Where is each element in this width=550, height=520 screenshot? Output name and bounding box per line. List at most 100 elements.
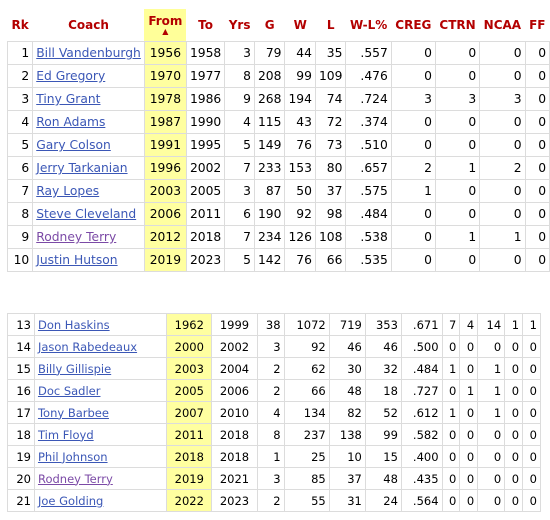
- win-pct-cell: .435: [400, 467, 443, 490]
- coach-cell[interactable]: Jason Rabedeaux: [33, 335, 168, 358]
- column-header-ncaa[interactable]: NCAA: [479, 9, 526, 42]
- wins-cell: 126: [284, 225, 316, 249]
- coach-cell[interactable]: Ray Lopes: [32, 179, 145, 203]
- coach-link[interactable]: Billy Gillispie: [37, 361, 112, 376]
- creg-cell: 0: [390, 248, 436, 272]
- losses-cell: 353: [364, 313, 402, 336]
- ff-cell: 0: [524, 133, 550, 157]
- rank-cell: 6: [6, 156, 34, 180]
- column-header-ff[interactable]: FF: [525, 9, 550, 42]
- coach-cell[interactable]: Joe Golding: [33, 489, 168, 512]
- coach-cell[interactable]: Bill Vandenburgh: [32, 41, 145, 65]
- coach-link[interactable]: Joe Golding: [37, 493, 104, 508]
- coach-cell[interactable]: Billy Gillispie: [33, 357, 168, 380]
- coach-cell[interactable]: Tiny Grant: [32, 87, 145, 111]
- coach-link[interactable]: Gary Colson: [36, 138, 111, 152]
- wins-cell: 92: [284, 202, 316, 226]
- coach-link[interactable]: Tim Floyd: [37, 427, 94, 442]
- creg-cell: 0: [390, 41, 436, 65]
- from-cell: 2019: [143, 248, 187, 272]
- coach-link[interactable]: Don Haskins: [37, 317, 110, 332]
- coach-cell[interactable]: Ed Gregory: [32, 64, 145, 88]
- coach-link[interactable]: Tiny Grant: [36, 92, 101, 106]
- column-header-ctrn[interactable]: CTRN: [435, 9, 480, 42]
- coach-link[interactable]: Justin Hutson: [36, 253, 118, 267]
- ncaa-cell: 0: [477, 489, 506, 512]
- column-header-from[interactable]: From ▲: [144, 9, 187, 42]
- column-header-w-l-[interactable]: W-L%: [345, 9, 392, 42]
- losses-cell: 98: [314, 202, 347, 226]
- column-header-w[interactable]: W: [284, 9, 316, 42]
- from-cell: 1962: [166, 313, 213, 336]
- to-cell: 2023: [185, 248, 226, 272]
- creg-cell: 0: [390, 202, 436, 226]
- ncaa-cell: 14: [477, 313, 506, 336]
- table-row: 1 Bill Vandenburgh 1956 1958 3 79 44 35.557 0 0 0 0…: [6, 41, 550, 65]
- column-header-rk[interactable]: Rk: [7, 9, 33, 42]
- creg-cell: 3: [390, 87, 436, 111]
- coach-link[interactable]: Steve Cleveland: [36, 207, 137, 221]
- coach-link[interactable]: Ray Lopes: [36, 184, 100, 198]
- coach-cell[interactable]: Phil Johnson: [33, 445, 168, 468]
- games-cell: 115: [253, 110, 286, 134]
- coach-link[interactable]: Rodney Terry: [36, 230, 117, 244]
- coach-cell[interactable]: Jerry Tarkanian: [32, 156, 145, 180]
- wins-cell: 37: [328, 467, 366, 490]
- wins-cell: 46: [328, 335, 366, 358]
- column-header-g[interactable]: G: [254, 9, 285, 42]
- yrs-cell: 6: [224, 202, 255, 226]
- ff-cell: 0: [524, 41, 550, 65]
- coach-cell[interactable]: Don Haskins: [33, 313, 168, 336]
- coach-cell[interactable]: Rodney Terry: [33, 467, 168, 490]
- coach-link[interactable]: Bill Vandenburgh: [36, 46, 141, 60]
- ncaa-cell: 0: [477, 335, 506, 358]
- wins-cell: 10: [328, 445, 366, 468]
- coach-cell[interactable]: Gary Colson: [32, 133, 145, 157]
- yrs-cell: 7: [224, 225, 255, 249]
- coach-link[interactable]: Jason Rabedeaux: [37, 339, 138, 354]
- win-pct-cell: .374: [345, 110, 392, 134]
- ctrn-cell: 1: [459, 379, 479, 402]
- ff-cell: 0: [524, 156, 550, 180]
- to-cell: 1958: [185, 41, 226, 65]
- nc-cell: 1: [522, 313, 541, 336]
- coach-link[interactable]: Ron Adams: [36, 115, 106, 129]
- coaches-table-2: 13 Don Haskins 1962 1999 38 1072 719 353.671 7 4 1…: [7, 313, 541, 512]
- games-cell: 208: [253, 64, 286, 88]
- rank-cell: 10: [6, 248, 34, 272]
- coach-link[interactable]: Doc Sadler: [37, 383, 101, 398]
- coach-link[interactable]: Ed Gregory: [36, 69, 106, 83]
- column-header-coach[interactable]: Coach: [32, 9, 145, 42]
- coach-cell[interactable]: Steve Cleveland: [32, 202, 145, 226]
- coach-cell[interactable]: Tim Floyd: [33, 423, 168, 446]
- ncaa-cell: 1: [479, 225, 526, 249]
- coach-cell[interactable]: Doc Sadler: [33, 379, 168, 402]
- coach-link[interactable]: Phil Johnson: [37, 449, 108, 464]
- column-header-to[interactable]: To: [186, 9, 225, 42]
- ff-cell: 0: [524, 87, 550, 111]
- wins-cell: 138: [328, 423, 366, 446]
- creg-cell: 0: [390, 64, 436, 88]
- coach-link[interactable]: Tony Barbee: [37, 405, 109, 420]
- table-row: 16 Doc Sadler 2005 2006 2 66 48 18.727 0 1 1 0 0: [7, 379, 541, 402]
- column-header-yrs[interactable]: Yrs: [224, 9, 255, 42]
- ctrn-cell: 1: [434, 225, 481, 249]
- ctrn-cell: 0: [434, 133, 481, 157]
- from-cell: 1956: [143, 41, 187, 65]
- losses-cell: 66: [314, 248, 347, 272]
- to-cell: 2002: [211, 335, 258, 358]
- coach-cell[interactable]: Tony Barbee: [33, 401, 168, 424]
- column-header-creg[interactable]: CREG: [391, 9, 436, 42]
- table-row: 14 Jason Rabedeaux 2000 2002 3 92 46 46.500 0 0 0 0…: [7, 335, 541, 358]
- coach-cell[interactable]: Justin Hutson: [32, 248, 145, 272]
- coach-cell[interactable]: Ron Adams: [32, 110, 145, 134]
- coach-link[interactable]: Rodney Terry: [37, 471, 113, 486]
- column-header-l[interactable]: L: [315, 9, 346, 42]
- coach-cell[interactable]: Rodney Terry: [32, 225, 145, 249]
- ff-cell: 0: [524, 179, 550, 203]
- coach-link[interactable]: Jerry Tarkanian: [36, 161, 128, 175]
- wins-cell: 76: [284, 133, 316, 157]
- from-cell: 2022: [166, 489, 213, 512]
